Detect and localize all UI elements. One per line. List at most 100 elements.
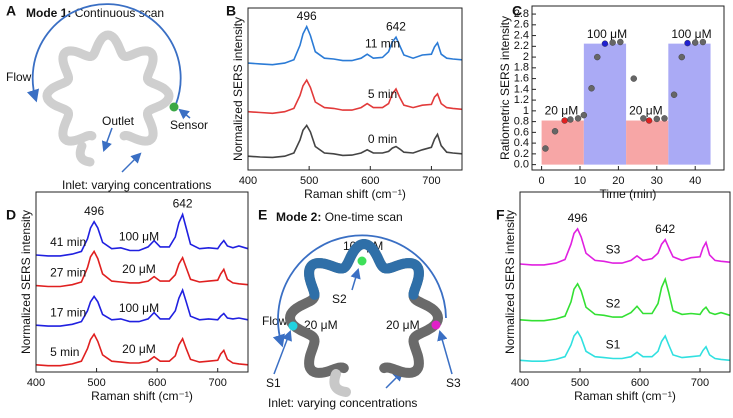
channel-tail (75, 141, 95, 167)
channel-scan (304, 239, 424, 300)
point (588, 85, 595, 92)
x-tick-label: 700 (209, 377, 227, 389)
series-label: 5 min (368, 87, 397, 101)
panel-label: B (226, 3, 236, 19)
panel-label: C (512, 3, 522, 19)
arrow (273, 330, 292, 375)
arrow (101, 127, 113, 152)
spectrum (519, 276, 731, 322)
bar (583, 43, 627, 165)
y-axis-label: Ratiometric SERS intensity (498, 16, 512, 160)
point (542, 145, 549, 152)
point (653, 115, 660, 123)
spectrum (519, 330, 731, 362)
arrow (437, 329, 453, 375)
diagram-title: Mode 1: Continuous scan (26, 6, 164, 20)
y-tick-label: 1.8 (514, 62, 529, 74)
y-tick-label: 0.4 (514, 137, 529, 149)
series-label: S2 (606, 296, 621, 310)
y-tick-label: 1.4 (514, 83, 529, 95)
axis-frame (519, 191, 731, 373)
x-axis-label: Time (min) (600, 187, 657, 201)
x-tick-label: 500 (87, 377, 105, 389)
x-tick-label: 10 (574, 175, 586, 187)
panel-label: E (258, 207, 267, 223)
bar-label: 20 μM (545, 104, 579, 118)
x-tick-label: 0 (539, 175, 545, 187)
diagram-title: Mode 2: One-time scan (276, 210, 403, 224)
mode-title: Continuous scan (75, 6, 164, 20)
scan-point (288, 321, 298, 331)
diagrams: Mode 1: Continuous scan Flow Outlet Sens… (6, 3, 461, 410)
x-tick-label: 500 (571, 377, 589, 389)
y-tick-label: 0.0 (514, 159, 529, 171)
flow-label: Flow (6, 70, 32, 84)
y-tick-label: 0.6 (514, 126, 529, 138)
point (609, 39, 616, 46)
peak-label: 496 (84, 204, 104, 218)
y-tick-label: 1 (523, 105, 529, 117)
spectrum (35, 287, 249, 327)
spectrum (247, 123, 463, 159)
inlet-label: Inlet: varying concentrations (268, 396, 417, 410)
peak-label: 496 (568, 211, 588, 225)
x-axis-label: Raman shift (cm⁻¹) (91, 389, 193, 403)
series-label: 5 min (50, 345, 79, 359)
x-tick-label: 20 (612, 175, 624, 187)
panel-label: F (496, 207, 505, 223)
bar (668, 43, 711, 165)
point-concentration: 20 μM (386, 318, 420, 332)
channel-tail (329, 369, 351, 397)
point (561, 117, 568, 124)
sensor-label: Sensor (170, 118, 208, 132)
mode-label: Mode 2: (276, 210, 321, 224)
y-axis-label: Normalized SERS intensity (503, 210, 517, 354)
point (684, 39, 691, 47)
spectrum (35, 332, 249, 367)
y-tick-label: 2 (523, 51, 529, 63)
point (678, 53, 685, 61)
channel (42, 30, 174, 146)
x-tick-label: 500 (300, 175, 318, 187)
bar-label: 100 μM (671, 27, 711, 41)
x-tick-label: 400 (27, 377, 45, 389)
concentration-label: 20 μM (122, 262, 156, 276)
panel-label: A (6, 3, 16, 19)
point (640, 115, 647, 122)
arrow (121, 152, 142, 173)
y-tick-label: 0.8 (514, 116, 529, 128)
y-axis-label: Normalized SERS intensity (231, 17, 245, 161)
mode-title: One-time scan (325, 210, 403, 224)
flow-arrow (272, 234, 447, 348)
axis-frame (35, 191, 249, 373)
point (670, 91, 678, 98)
series-label: 27 min (50, 266, 86, 280)
point (551, 128, 559, 135)
point (645, 117, 653, 124)
point (692, 39, 699, 46)
bar-label: 20 μM (629, 104, 663, 118)
peak-label: 496 (297, 9, 317, 23)
bar (541, 120, 584, 165)
point (617, 38, 624, 46)
y-tick-label: 1.6 (514, 72, 529, 84)
concentration-label: 20 μM (122, 342, 156, 356)
concentration-label: 100 μM (119, 301, 159, 315)
point (594, 53, 601, 61)
peak-label: 642 (173, 197, 193, 211)
x-tick-label: 700 (691, 377, 709, 389)
point (699, 38, 707, 46)
spectrum (35, 249, 249, 288)
bar-label: 100 μM (587, 27, 627, 41)
peak-label: 642 (386, 19, 406, 33)
concentration-label: 100 μM (119, 230, 159, 244)
spectrum (35, 212, 249, 257)
series-label: S1 (606, 338, 621, 352)
scan-point (431, 320, 441, 330)
x-tick-label: 400 (239, 175, 257, 187)
point (574, 115, 582, 122)
sensor (169, 102, 179, 112)
series-label: 41 min (50, 235, 86, 249)
x-tick-label: 40 (689, 175, 701, 187)
y-tick-label: 1.2 (514, 94, 529, 106)
